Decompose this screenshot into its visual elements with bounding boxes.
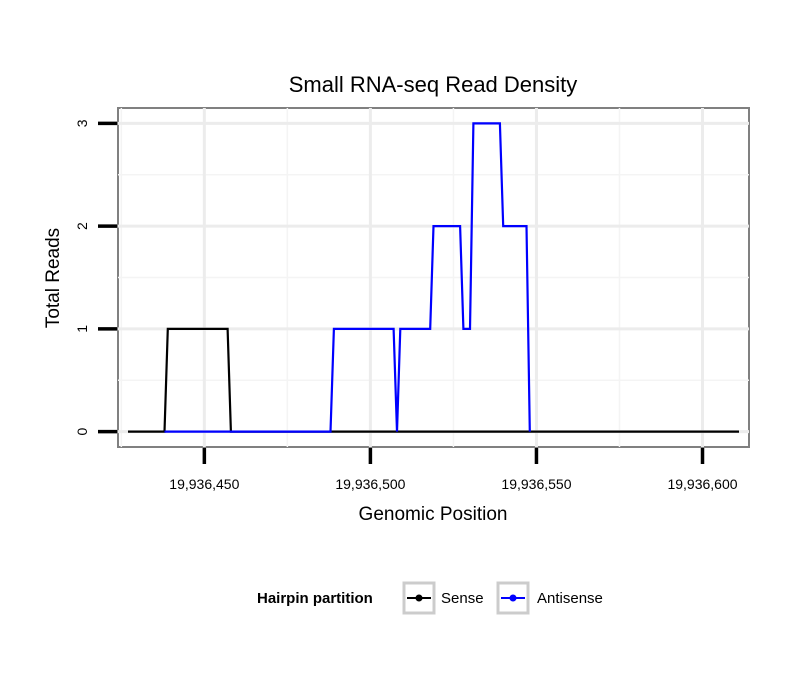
- x-axis-ticks: 19,936,450 19,936,500 19,936,550 19,936,600: [169, 448, 738, 492]
- x-axis-title: Genomic Position: [359, 504, 508, 525]
- x-tick-label: 19,936,600: [667, 476, 737, 492]
- x-tick-label: 19,936,500: [335, 476, 405, 492]
- legend-label-sense: Sense: [441, 590, 484, 607]
- y-axis-ticks: 0 1 2 3: [74, 119, 117, 435]
- legend-label-antisense: Antisense: [537, 590, 603, 607]
- y-axis-title: Total Reads: [43, 228, 64, 328]
- x-tick-label: 19,936,550: [501, 476, 571, 492]
- legend-title: Hairpin partition: [257, 590, 373, 607]
- y-tick-label: 2: [74, 222, 90, 230]
- chart-title: Small RNA-seq Read Density: [289, 72, 578, 97]
- legend: Hairpin partition Sense Antisense: [257, 581, 603, 615]
- legend-point-sense: [415, 594, 423, 602]
- series-layer: [128, 122, 739, 433]
- y-tick-label: 0: [74, 427, 90, 435]
- legend-item-antisense: Antisense: [496, 581, 603, 615]
- x-tick-label: 19,936,450: [169, 476, 239, 492]
- legend-point-antisense: [509, 594, 517, 602]
- series-line-antisense: [164, 122, 531, 433]
- y-tick-label: 1: [74, 325, 90, 333]
- y-tick-label: 3: [74, 119, 90, 127]
- legend-item-sense: Sense: [402, 581, 484, 615]
